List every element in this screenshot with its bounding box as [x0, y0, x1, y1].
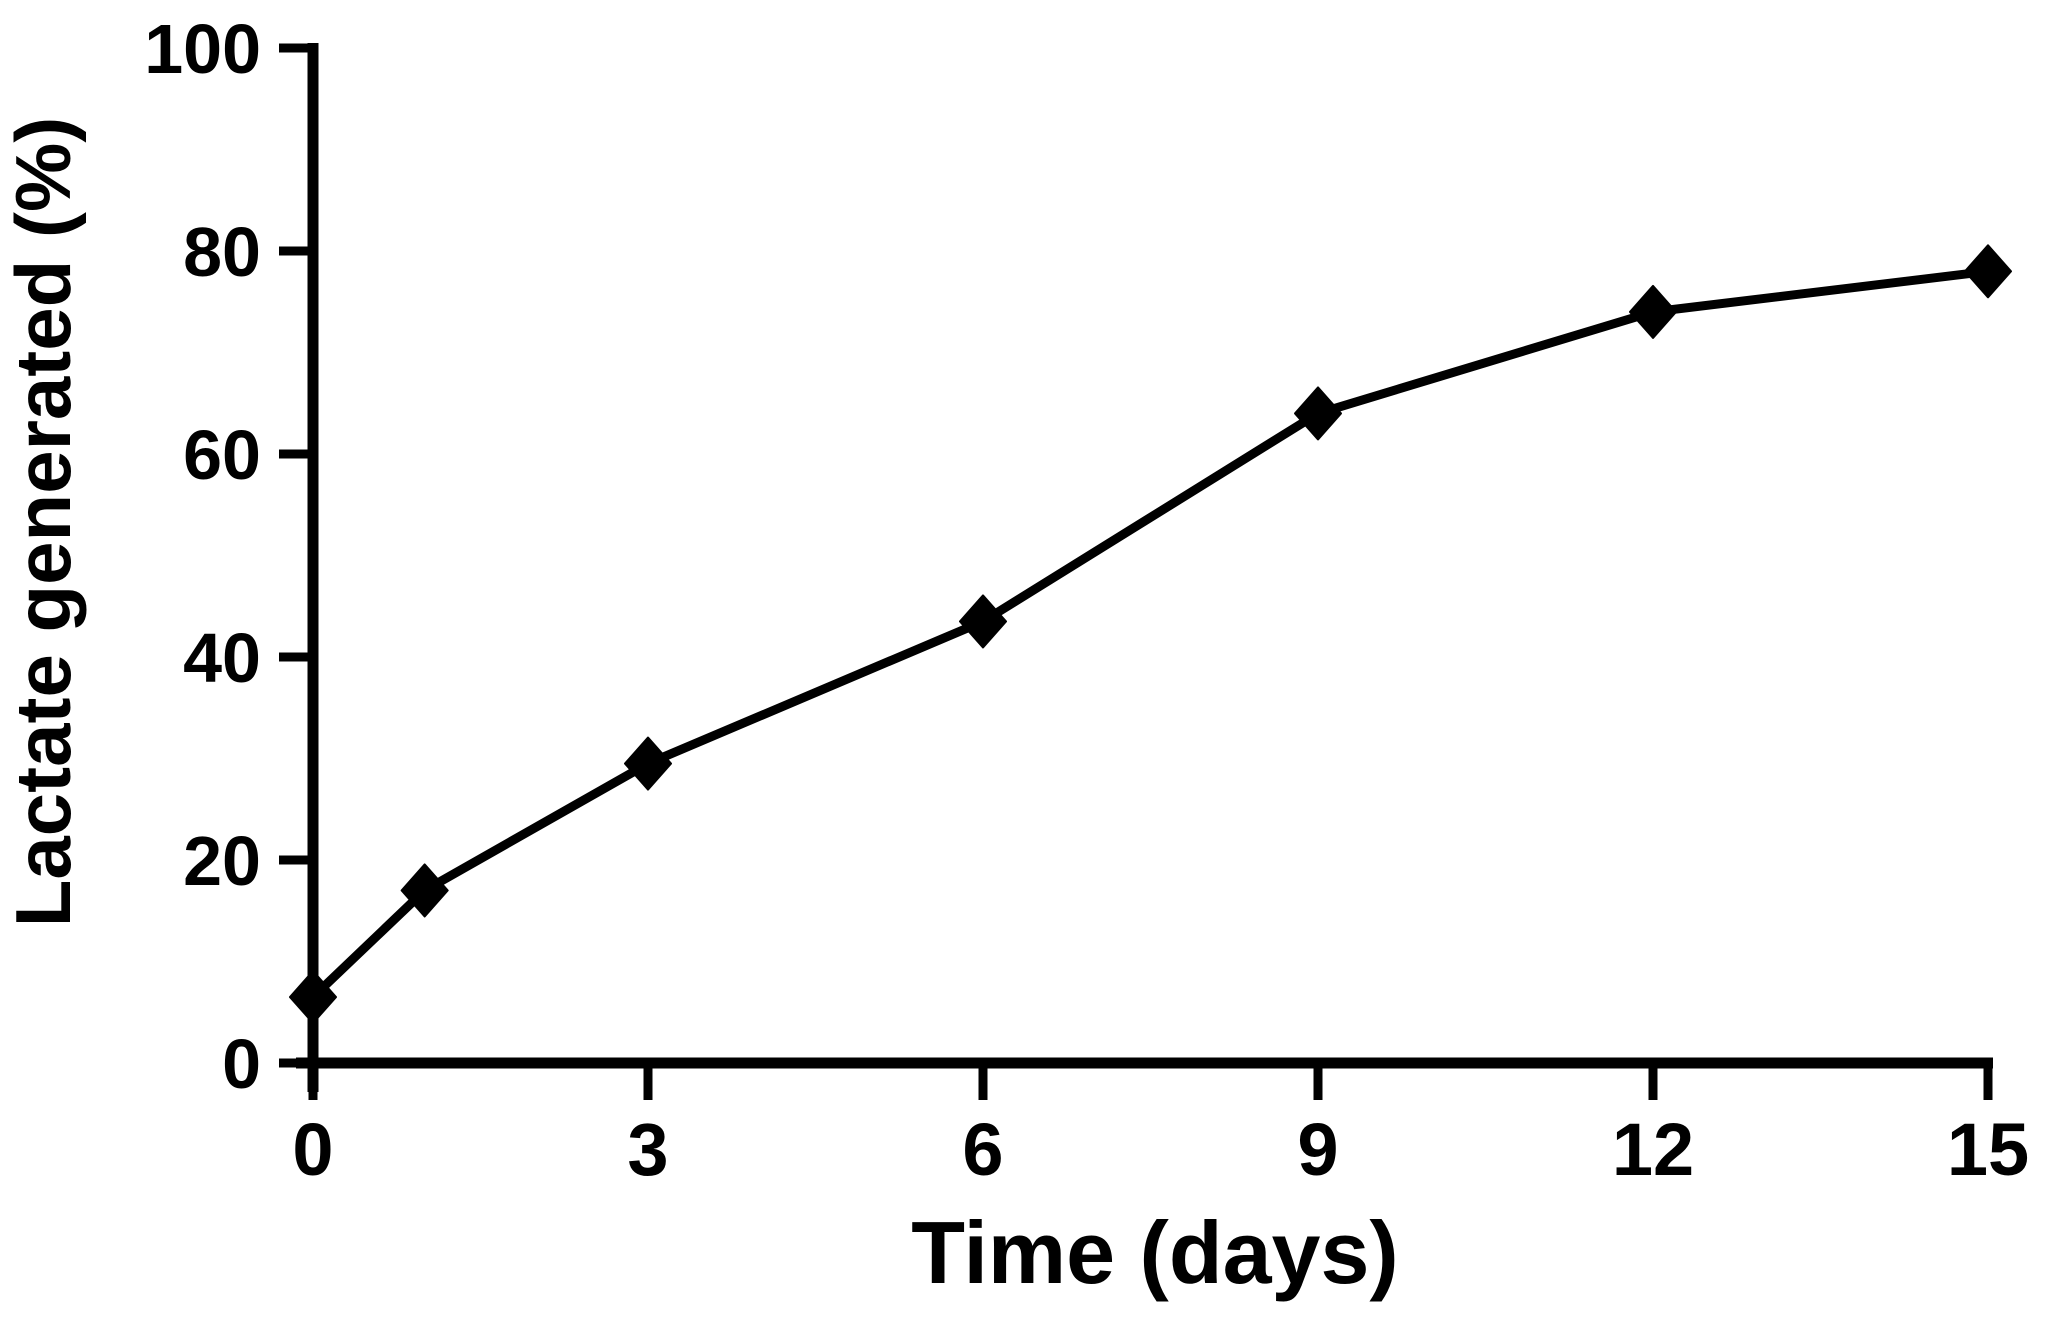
y-tick-label: 100: [144, 10, 261, 88]
x-tick-label: 9: [1297, 1108, 1338, 1191]
y-tick-label: 20: [183, 822, 261, 900]
x-tick-label: 6: [962, 1108, 1003, 1191]
data-point-marker: [959, 594, 1007, 649]
y-tick-label: 0: [222, 1025, 261, 1103]
x-tick-label: 0: [292, 1108, 333, 1191]
x-axis-title: Time (days): [911, 1203, 1398, 1302]
x-tick-label: 12: [1612, 1108, 1694, 1191]
data-point-marker: [624, 736, 672, 791]
y-tick-label: 80: [183, 213, 261, 291]
x-tick-label: 15: [1947, 1108, 2029, 1191]
data-point-marker: [1964, 244, 2012, 299]
x-tick-label: 3: [627, 1108, 668, 1191]
series-line: [308, 266, 1993, 1002]
data-point-marker: [1629, 284, 1677, 339]
y-tick-label: 60: [183, 416, 261, 494]
data-point-marker: [400, 863, 449, 918]
data-point-marker: [1294, 386, 1342, 441]
y-tick-label: 40: [183, 619, 261, 697]
data-point-marker: [289, 970, 337, 1025]
y-axis-title: Lactate generated (%): [0, 117, 87, 928]
